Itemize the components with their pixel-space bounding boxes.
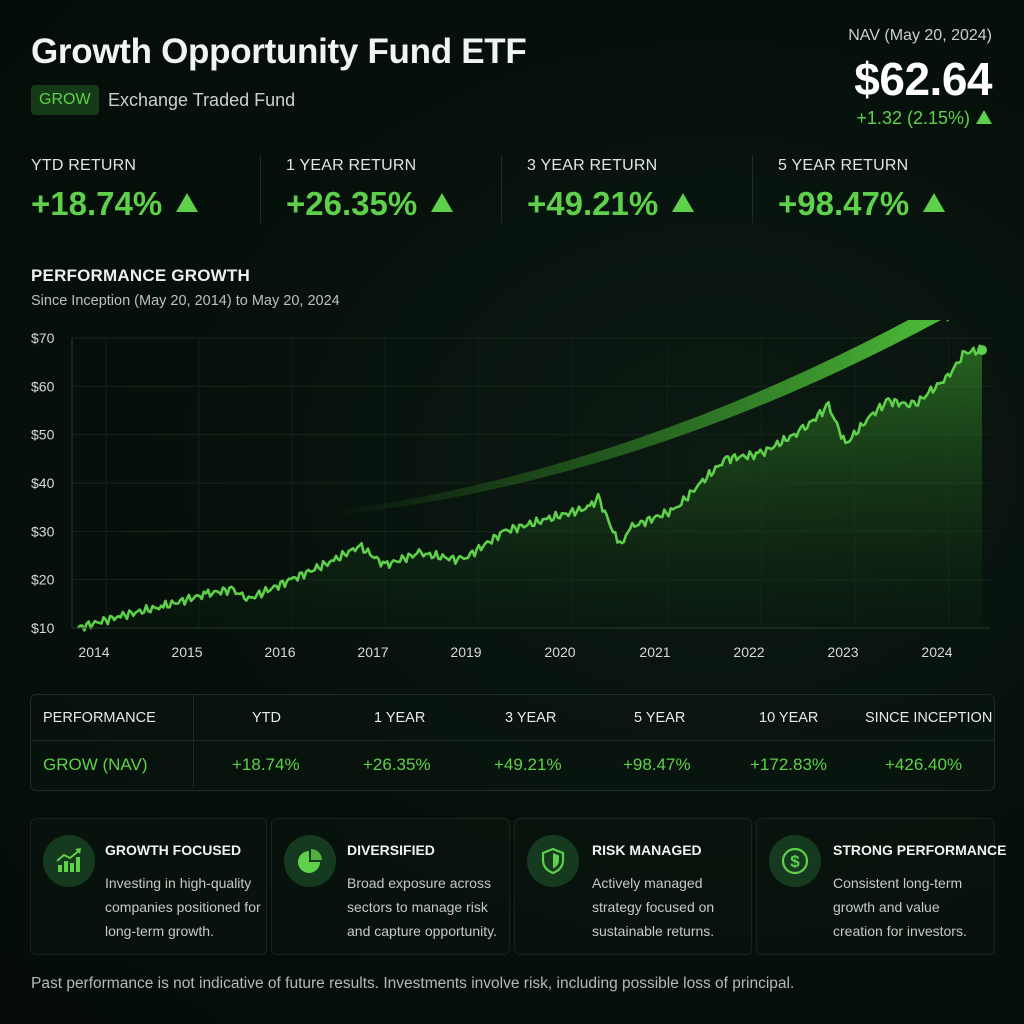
- table-cell: +49.21%: [494, 755, 562, 774]
- table-cell: +98.47%: [623, 755, 691, 774]
- stat-3-year: 3 YEAR RETURN +49.21%: [527, 155, 695, 225]
- stat-5-year: 5 YEAR RETURN +98.47%: [778, 155, 946, 225]
- table-header: PERFORMANCE: [43, 710, 156, 726]
- trend-arrow-head-icon: [946, 320, 949, 322]
- series-line: [77, 344, 984, 632]
- stat-value-text: +18.74%: [31, 185, 163, 222]
- x-tick-label: 2017: [357, 644, 388, 660]
- card-title: STRONG PERFORMANCE: [833, 842, 1007, 858]
- nav-value: $62.64: [854, 53, 992, 105]
- shield-icon: [527, 835, 579, 887]
- nav-label: NAV (May 20, 2024): [848, 27, 992, 44]
- stat-value: +98.47%: [778, 185, 946, 223]
- svg-text:$: $: [790, 852, 800, 871]
- card-text: Actively managed strategy focused on sus…: [592, 875, 715, 939]
- growth-chart-icon: [43, 835, 95, 887]
- stat-value: +49.21%: [527, 185, 695, 223]
- performance-table: PERFORMANCE YTD 1 YEAR 3 YEAR 5 YEAR 10 …: [30, 694, 995, 791]
- card-title: DIVERSIFIED: [347, 842, 435, 858]
- table-cell: +18.74%: [232, 755, 300, 774]
- nav-change-text: +1.32 (2.15%): [856, 108, 970, 128]
- x-tick-label: 2024: [921, 644, 952, 660]
- feature-card-diversified: DIVERSIFIED Broad exposure across sector…: [271, 818, 510, 955]
- ticker-badge: GROW: [31, 85, 99, 115]
- up-arrow-icon: [976, 110, 992, 124]
- feature-card-growth: GROWTH FOCUSED Investing in high-quality…: [30, 818, 267, 955]
- section-subtitle: Since Inception (May 20, 2014) to May 20…: [31, 293, 340, 309]
- divider: [193, 742, 194, 788]
- x-tick-label: 2015: [171, 644, 202, 660]
- table-header: 5 YEAR: [634, 710, 686, 726]
- y-tick-label: $60: [31, 378, 55, 394]
- y-tick-label: $70: [31, 330, 55, 346]
- table-header: YTD: [252, 710, 281, 726]
- x-tick-label: 2019: [450, 644, 481, 660]
- table-cell: +26.35%: [363, 755, 431, 774]
- table-header: SINCE INCEPTION: [865, 710, 993, 726]
- feature-card-risk: RISK MANAGED Actively managed strategy f…: [514, 818, 752, 955]
- x-tick-label: 2020: [544, 644, 575, 660]
- disclaimer: Past performance is not indicative of fu…: [31, 975, 795, 992]
- y-tick-label: $30: [31, 523, 55, 539]
- stat-label: 3 YEAR RETURN: [527, 157, 658, 174]
- x-tick-label: 2023: [827, 644, 858, 660]
- card-text: Investing in high-quality companies posi…: [105, 875, 261, 939]
- x-tick-label: 2014: [78, 644, 109, 660]
- table-cell: +172.83%: [750, 755, 828, 774]
- stat-value-text: +49.21%: [527, 185, 659, 222]
- table-header-row: PERFORMANCE YTD 1 YEAR 3 YEAR 5 YEAR 10 …: [31, 695, 994, 741]
- table-header: 3 YEAR: [505, 710, 557, 726]
- stat-value-text: +98.47%: [778, 185, 910, 222]
- stat-value: +18.74%: [31, 185, 199, 223]
- card-title: GROWTH FOCUSED: [105, 842, 242, 858]
- pie-chart-icon: [284, 835, 336, 887]
- nav-change: +1.32 (2.15%): [856, 108, 992, 129]
- series-area: [78, 345, 982, 631]
- y-tick-label: $20: [31, 572, 55, 588]
- stat-label: 5 YEAR RETURN: [778, 157, 909, 174]
- up-arrow-icon: [923, 193, 946, 212]
- divider: [501, 155, 502, 223]
- divider: [193, 695, 194, 741]
- stat-label: 1 YEAR RETURN: [286, 157, 417, 174]
- stat-label: YTD RETURN: [31, 157, 137, 174]
- up-arrow-icon: [431, 193, 454, 212]
- y-tick-label: $40: [31, 475, 55, 491]
- fund-type: Exchange Traded Fund: [108, 90, 296, 110]
- y-tick-label: $10: [31, 620, 55, 636]
- stat-value: +26.35%: [286, 185, 454, 223]
- series-end-point: [977, 345, 987, 356]
- table-cell: GROW (NAV): [43, 755, 148, 774]
- divider: [752, 155, 753, 223]
- card-text: Broad exposure across sectors to manage …: [347, 875, 497, 939]
- x-tick-label: 2021: [639, 644, 670, 660]
- x-tick-label: 2016: [264, 644, 295, 660]
- section-title: PERFORMANCE GROWTH: [31, 266, 250, 285]
- y-tick-label: $50: [31, 427, 55, 443]
- feature-card-performance: $ STRONG PERFORMANCE Consistent long-ter…: [756, 818, 1006, 955]
- stat-ytd: YTD RETURN +18.74%: [31, 155, 199, 225]
- fund-title: Growth Opportunity Fund ETF: [31, 32, 527, 71]
- trend-swoosh: [330, 320, 941, 516]
- card-text: Consistent long-term growth and value cr…: [833, 875, 967, 939]
- dollar-icon: $: [769, 835, 821, 887]
- up-arrow-icon: [176, 193, 199, 212]
- card-title: RISK MANAGED: [592, 842, 702, 858]
- stat-value-text: +26.35%: [286, 185, 418, 222]
- table-row: GROW (NAV) +18.74% +26.35% +49.21% +98.4…: [31, 742, 994, 788]
- performance-growth-chart: $10 $20 $30 $40 $50 $60 $70 2014 2015 2016 2017 201…: [31, 320, 990, 660]
- table-header: 10 YEAR: [759, 710, 819, 726]
- stat-1-year: 1 YEAR RETURN +26.35%: [286, 155, 454, 225]
- table-header: 1 YEAR: [374, 710, 426, 726]
- table-cell: +426.40%: [885, 755, 963, 774]
- x-tick-label: 2022: [733, 644, 764, 660]
- divider: [260, 155, 261, 223]
- up-arrow-icon: [672, 193, 695, 212]
